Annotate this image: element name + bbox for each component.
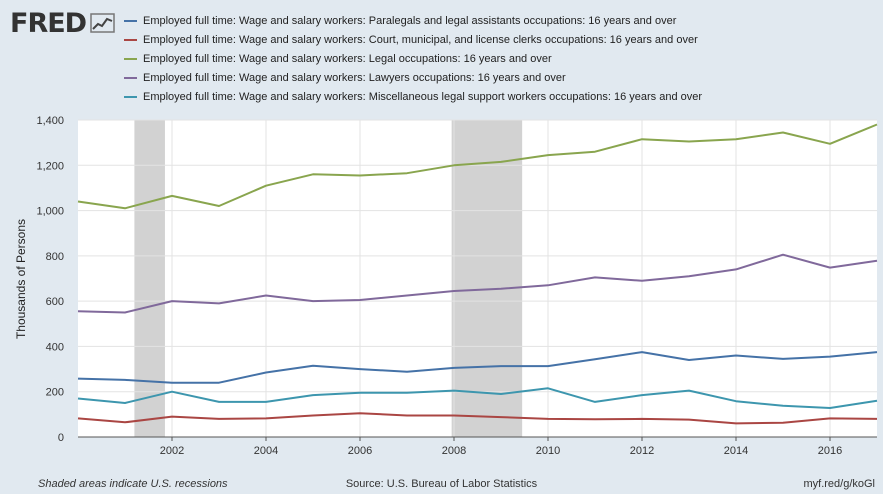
- series-line: [77, 387, 878, 409]
- y-tick-label: 1,000: [36, 206, 64, 218]
- legend-label: Employed full time: Wage and salary work…: [143, 14, 677, 27]
- x-tick-label: 2010: [536, 445, 560, 457]
- x-tick-label: 2004: [254, 445, 278, 457]
- y-tick-label: 400: [46, 341, 64, 353]
- legend-label: Employed full time: Wage and salary work…: [143, 90, 703, 103]
- legend-swatch: [124, 95, 137, 98]
- series-line: [77, 253, 878, 314]
- legend-label: Employed full time: Wage and salary work…: [143, 52, 552, 65]
- recession-note: Shaded areas indicate U.S. recessions: [38, 478, 228, 490]
- line-chart: 0 200 400 600 800 1,000 1,200 1,400 2002 2004 2006…: [36, 115, 878, 457]
- x-tick-label: 2016: [818, 445, 842, 457]
- legend-swatch: [124, 57, 137, 60]
- chart-footer: Shaded areas indicate U.S. recessions So…: [0, 474, 883, 494]
- legend-label: Employed full time: Wage and salary work…: [143, 33, 698, 46]
- series-line: [77, 351, 878, 384]
- legend-item: Employed full time: Wage and salary work…: [124, 87, 702, 106]
- source-note: Source: U.S. Bureau of Labor Statistics: [345, 478, 538, 490]
- y-tick-label: 800: [46, 251, 64, 263]
- y-tick-label: 1,200: [36, 160, 64, 172]
- series-line: [77, 412, 878, 425]
- x-tick-label: 2014: [724, 445, 748, 457]
- chart-header: FRED Employed full time: Wage and salary…: [0, 0, 883, 112]
- legend-item: Employed full time: Wage and salary work…: [124, 30, 702, 49]
- legend-label: Employed full time: Wage and salary work…: [143, 71, 566, 84]
- series-line: [77, 123, 878, 210]
- x-tick-label: 2008: [442, 445, 466, 457]
- short-url-link[interactable]: myf.red/g/koGl: [803, 478, 875, 490]
- fred-logo: FRED: [10, 8, 87, 39]
- x-tick-label: 2012: [630, 445, 654, 457]
- x-tick-label: 2002: [160, 445, 184, 457]
- legend-item: Employed full time: Wage and salary work…: [124, 11, 702, 30]
- fred-chart-glyph-icon: [90, 13, 115, 33]
- y-tick-label: 0: [58, 432, 64, 444]
- x-tick-label: 2006: [348, 445, 372, 457]
- recession-band: [451, 120, 523, 437]
- legend-item: Employed full time: Wage and salary work…: [124, 49, 702, 68]
- legend-swatch: [124, 38, 137, 41]
- legend-swatch: [124, 76, 137, 79]
- y-tick-label: 1,400: [36, 115, 64, 127]
- y-tick-label: 200: [46, 387, 64, 399]
- chart-legend: Employed full time: Wage and salary work…: [124, 11, 702, 106]
- recession-band: [134, 120, 165, 437]
- legend-item: Employed full time: Wage and salary work…: [124, 68, 702, 87]
- legend-swatch: [124, 19, 137, 22]
- y-tick-label: 600: [46, 296, 64, 308]
